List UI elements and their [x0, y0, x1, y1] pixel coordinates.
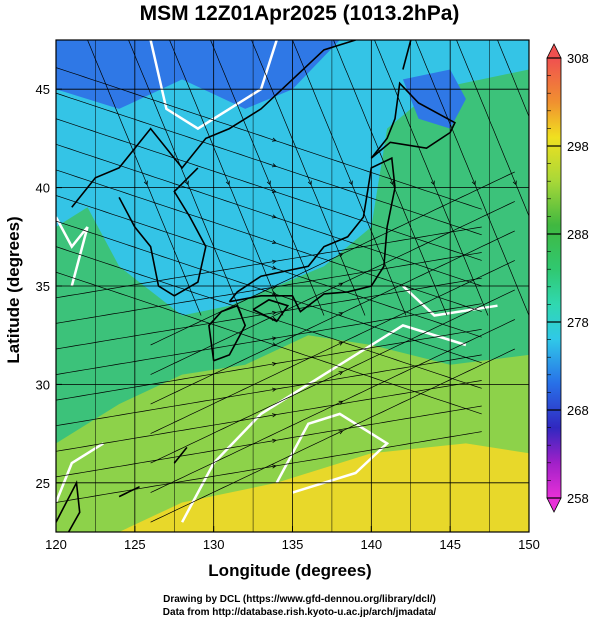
- coastline: [252, 298, 290, 323]
- streamline: [415, 40, 529, 316]
- coastline: [71, 40, 356, 208]
- streamline-arrow: [266, 180, 271, 186]
- streamline-arrow: [271, 464, 277, 469]
- x-tick-label: 125: [124, 537, 146, 552]
- streamline-arrow: [338, 312, 344, 317]
- streamline: [87, 40, 202, 316]
- streamline: [150, 319, 515, 493]
- x-tick-label: 150: [518, 537, 540, 552]
- colorbar-label: 268: [567, 403, 589, 418]
- coastline: [173, 446, 188, 464]
- streamline-arrow: [389, 180, 394, 186]
- y-tick-label: 40: [36, 181, 50, 196]
- y-tick-label: 30: [36, 377, 50, 392]
- streamline: [169, 40, 284, 316]
- streamline: [150, 171, 515, 346]
- coastline: [228, 156, 396, 313]
- contour-line: [402, 285, 498, 317]
- streamline: [374, 40, 489, 316]
- field-hot-region: [119, 443, 529, 532]
- streamline: [150, 260, 515, 434]
- x-tick-label: 120: [45, 537, 67, 552]
- streamline-arrow: [348, 180, 353, 186]
- field-cold-region: [56, 40, 340, 109]
- streamline-arrow: [338, 371, 344, 376]
- colorbar-top-arrow: [546, 43, 562, 59]
- streamline: [497, 40, 529, 118]
- streamline: [128, 40, 243, 316]
- coastline: [118, 485, 140, 498]
- temperature-field: [56, 40, 529, 532]
- streamline-arrow: [271, 265, 277, 270]
- colorbar-label: 278: [567, 315, 589, 330]
- colorbar-bottom-arrow: [546, 497, 562, 513]
- coastline: [118, 167, 207, 297]
- streamline-arrow: [338, 430, 344, 435]
- streamline-arrow: [271, 291, 277, 296]
- streamline-arrow: [338, 253, 344, 258]
- colorbar-label: 298: [567, 139, 589, 154]
- streamline: [210, 40, 325, 316]
- streamline-arrow: [271, 362, 277, 367]
- x-axis-label: Longitude (degrees): [208, 561, 371, 580]
- lat-lon-grid: [56, 40, 529, 532]
- streamline: [150, 348, 515, 523]
- streamline-arrow: [338, 282, 344, 287]
- streamline-arrow: [271, 214, 277, 219]
- y-tick-label: 35: [36, 279, 50, 294]
- coastline: [208, 304, 247, 362]
- y-tick-label: 25: [36, 476, 50, 491]
- streamline-arrow: [271, 240, 277, 245]
- colorbar-label: 258: [567, 491, 589, 506]
- map-title: MSM 12Z01Apr2025 (1013.2hPa): [139, 2, 460, 25]
- streamline-arrow: [271, 163, 277, 168]
- streamline: [333, 40, 448, 316]
- contour-line: [56, 216, 89, 287]
- streamline-arrow: [225, 180, 230, 186]
- streamline: [150, 289, 515, 464]
- longitude-ticks: 120 125 130 135 140 145 150: [45, 526, 540, 552]
- streamline-arrow: [338, 341, 344, 346]
- coastline: [402, 40, 412, 70]
- streamline: [251, 40, 366, 316]
- streamline-arrow: [143, 180, 148, 186]
- colorbar-label: 288: [567, 227, 589, 242]
- x-tick-label: 130: [203, 537, 225, 552]
- streamline-arrow: [430, 180, 435, 186]
- streamline-arrow: [271, 387, 277, 392]
- x-tick-label: 135: [282, 537, 304, 552]
- coastline: [56, 480, 81, 532]
- streamline: [292, 40, 407, 316]
- streamline-arrow: [184, 180, 189, 186]
- credit-drawing: Drawing by DCL (https://www.gfd-dennou.o…: [163, 594, 436, 605]
- streamline-arrow: [271, 413, 277, 418]
- contour-line: [275, 412, 390, 494]
- y-axis-label: Latitude (degrees): [4, 216, 23, 363]
- streamline-arrow: [271, 310, 277, 316]
- credit-data: Data from http://database.rish.kyoto-u.a…: [162, 607, 437, 618]
- streamline-arrow: [271, 137, 277, 142]
- streamline-arrow: [271, 438, 277, 443]
- y-tick-label: 45: [36, 82, 50, 97]
- streamline: [150, 230, 515, 405]
- colorbar: 308 298 288 278 268 258: [546, 43, 589, 513]
- contour-line: [149, 40, 278, 131]
- coastline: [370, 81, 456, 159]
- streamline-arrow: [307, 180, 312, 186]
- temperature-contours: [56, 40, 498, 523]
- colorbar-label: 308: [567, 51, 589, 66]
- colorbar-scale: [546, 57, 562, 499]
- streamline-arrow: [512, 180, 517, 186]
- latitude-ticks: 25 30 35 40 45: [36, 82, 62, 491]
- coastlines: [56, 40, 456, 532]
- streamline-arrow: [271, 336, 277, 341]
- streamline-arrow: [271, 259, 277, 264]
- streamline: [456, 40, 529, 217]
- streamline-arrow: [338, 400, 344, 405]
- contour-line: [56, 442, 104, 503]
- x-tick-label: 140: [360, 537, 382, 552]
- streamline-arrow: [471, 180, 476, 186]
- x-tick-label: 145: [439, 537, 461, 552]
